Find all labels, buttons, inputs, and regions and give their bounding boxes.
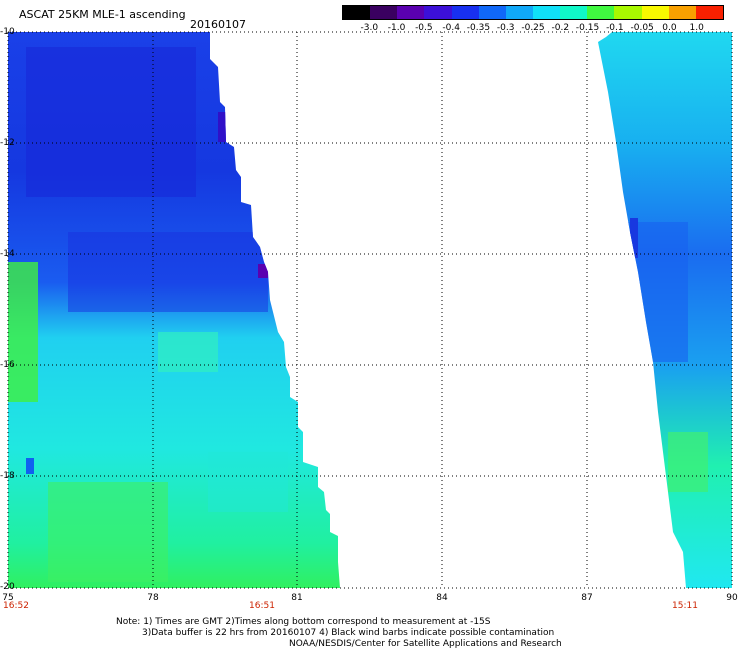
colorbar-segment (560, 6, 588, 19)
note-line-2: 3)Data buffer is 22 hrs from 20160107 4)… (142, 628, 555, 638)
lat-label-14: -14 (0, 249, 15, 259)
colorbar-tick-label: -1.0 (387, 23, 406, 33)
lon-label-90: 90 (726, 593, 738, 603)
colorbar-tick-label: -0.2 (551, 23, 570, 33)
time-label-left: 16:52 (3, 601, 29, 611)
lat-label-12: -12 (0, 138, 15, 148)
swath-right (598, 32, 732, 588)
colorbar-tick-label: -0.15 (575, 23, 600, 33)
lat-label-10: -10 (0, 27, 15, 37)
map-title: ASCAT 25KM MLE-1 ascending (19, 8, 186, 21)
colorbar-segment (451, 6, 479, 19)
lat-label-20: -20 (0, 582, 15, 592)
colorbar-segment (424, 6, 452, 19)
lon-label-75: 75 (2, 593, 14, 603)
lon-label-84: 84 (436, 593, 448, 603)
colorbar-tick-label: -0.1 (606, 23, 624, 33)
colorbar-segment (370, 6, 398, 19)
map-date: 20160107 (190, 18, 246, 31)
time-label-right: 15:11 (672, 601, 698, 611)
lon-label-87: 87 (581, 593, 593, 603)
colorbar-tick-label: -0.3 (496, 23, 515, 33)
lon-label-81: 81 (291, 593, 303, 603)
colorbar-tick-label: -0.05 (630, 23, 654, 33)
colorbar (342, 5, 724, 20)
colorbar-segment (343, 6, 371, 19)
swath-map (7, 31, 733, 589)
colorbar-tick-label: -0.25 (521, 23, 545, 33)
colorbar-segment (397, 6, 425, 19)
colorbar-tick-label: -0.35 (466, 23, 491, 33)
colorbar-tick-label: -3.0 (360, 23, 379, 33)
time-label-middle: 16:51 (249, 601, 275, 611)
lon-label-78: 78 (147, 593, 159, 603)
colorbar-tick-labels: -3.0 -1.0 -0.5 -0.4 -0.35 -0.3 -0.25 -0.2 -0.15-… (342, 23, 724, 35)
colorbar-segment (478, 6, 506, 19)
colorbar-tick-label: 0.0 (662, 23, 677, 33)
colorbar-segment (695, 6, 723, 19)
graticule (7, 31, 733, 589)
lat-label-16: -16 (0, 360, 15, 370)
colorbar-segment (505, 6, 533, 19)
note-line-1: Note: 1) Times are GMT 2)Times along bot… (116, 617, 491, 627)
colorbar-segment (587, 6, 615, 19)
colorbar-segment (668, 6, 696, 19)
lat-label-18: -18 (0, 471, 15, 481)
colorbar-segment (641, 6, 669, 19)
colorbar-tick-label: -0.4 (442, 23, 460, 33)
colorbar-segment (614, 6, 642, 19)
colorbar-tick-label: 1.0 (689, 23, 704, 33)
note-line-3: NOAA/NESDIS/Center for Satellite Applica… (289, 639, 562, 649)
colorbar-segment (532, 6, 561, 19)
colorbar-tick-label: -0.5 (415, 23, 433, 33)
